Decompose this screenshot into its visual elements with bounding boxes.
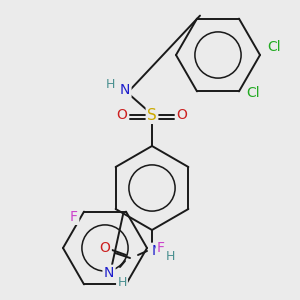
Text: S: S — [147, 107, 157, 122]
Text: H: H — [105, 79, 115, 92]
Text: O: O — [117, 108, 128, 122]
Text: F: F — [70, 210, 78, 224]
Text: N: N — [152, 244, 162, 258]
Text: Cl: Cl — [267, 40, 281, 54]
Text: O: O — [100, 241, 110, 255]
Text: H: H — [165, 250, 175, 262]
Text: O: O — [177, 108, 188, 122]
Text: N: N — [104, 266, 114, 280]
Text: F: F — [157, 241, 165, 255]
Text: Cl: Cl — [246, 86, 260, 100]
Text: H: H — [117, 275, 127, 289]
Text: N: N — [120, 83, 130, 97]
